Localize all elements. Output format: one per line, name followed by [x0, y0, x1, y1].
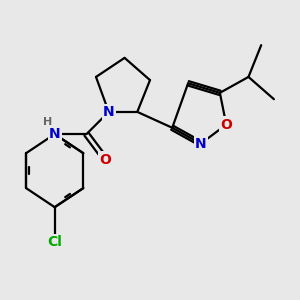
Text: O: O — [100, 152, 112, 167]
Text: O: O — [220, 118, 232, 132]
Text: N: N — [103, 105, 115, 119]
Text: Cl: Cl — [47, 235, 62, 249]
Text: N: N — [195, 136, 207, 151]
Text: H: H — [43, 117, 52, 127]
Text: N: N — [49, 127, 61, 141]
